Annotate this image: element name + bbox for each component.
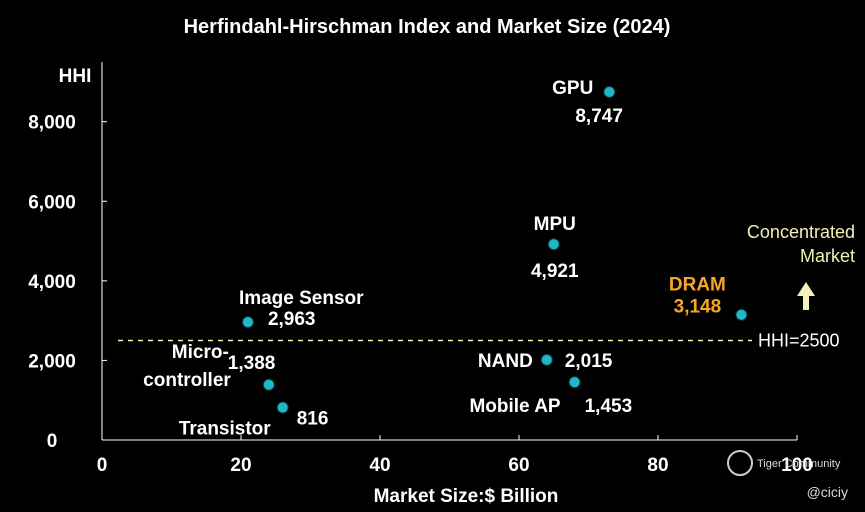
tiger-logo-icon <box>727 450 753 476</box>
data-point-group: Transistor 816 <box>179 401 329 440</box>
x-tick-label: 100 <box>781 455 813 476</box>
hhi-threshold-label: HHI=2500 <box>758 331 840 351</box>
point-value-label: 8,747 <box>575 106 623 127</box>
point-name-label: Image Sensor <box>239 288 364 309</box>
x-axis-label: Market Size:$ Billion <box>374 486 559 507</box>
x-tick-label: 0 <box>97 455 108 476</box>
point-name-label: Micro-controller <box>143 342 231 391</box>
concentrated-market-annotation: Concentrated Market <box>747 222 855 266</box>
point-name-label: GPU <box>552 78 593 99</box>
point-value-label: 1,388 <box>228 353 276 374</box>
point-value-label: 2,015 <box>565 351 613 372</box>
point-name-label: Transistor <box>179 419 271 440</box>
y-tick-label: 4,000 <box>28 272 76 293</box>
data-point-group: MPU 4,921 <box>531 214 579 282</box>
y-tick-label: 6,000 <box>28 192 76 213</box>
y-tick-label: 0 <box>47 431 58 452</box>
point-value-label: 1,453 <box>585 396 633 417</box>
x-tick-label: 20 <box>230 455 251 476</box>
point-name-label: DRAM <box>669 275 726 296</box>
point-value-label: 2,963 <box>268 309 316 330</box>
data-point <box>241 316 254 329</box>
data-point <box>568 376 581 389</box>
y-tick-label: 8,000 <box>28 113 76 134</box>
y-tick-label: 2,000 <box>28 351 76 372</box>
data-point <box>262 378 275 391</box>
point-name-label: NAND <box>478 351 533 372</box>
x-tick-label: 80 <box>647 455 668 476</box>
data-point-group: GPU 8,747 <box>552 78 623 127</box>
x-tick-label: 40 <box>369 455 390 476</box>
x-tick-label: 60 <box>508 455 529 476</box>
point-name-label: MPU <box>534 214 576 235</box>
data-point-group: Mobile AP 1,453 <box>469 376 633 417</box>
y-axis-label: HHI <box>59 66 92 87</box>
data-point <box>540 353 553 366</box>
data-point <box>735 308 748 321</box>
data-point <box>603 85 616 98</box>
data-point <box>547 238 560 251</box>
data-point <box>276 401 289 414</box>
point-value-label: 3,148 <box>674 297 722 318</box>
point-value-label: 816 <box>297 409 329 430</box>
data-point-group: NAND 2,015 <box>478 351 613 372</box>
point-value-label: 4,921 <box>531 261 579 282</box>
watermark-text: Tiger Community <box>757 458 841 470</box>
up-arrow-icon <box>797 282 815 310</box>
chart-title: Herfindahl-Hirschman Index and Market Si… <box>184 16 671 38</box>
watermark: Tiger Community <box>727 450 841 476</box>
credit-text: @ciciy <box>807 484 848 500</box>
point-name-label: Mobile AP <box>469 396 560 417</box>
